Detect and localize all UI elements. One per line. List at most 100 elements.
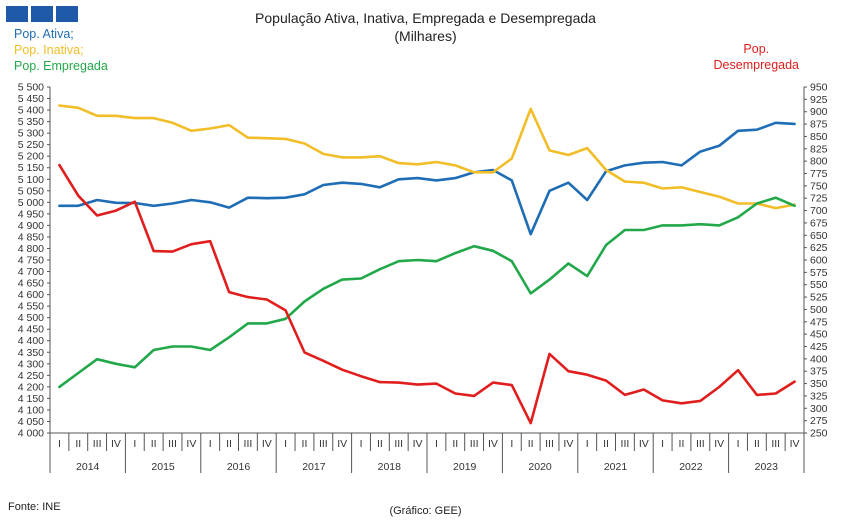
x-quarter-label: IV xyxy=(337,438,347,450)
y-left-tick-label: 4 550 xyxy=(18,301,44,313)
x-quarter-label: III xyxy=(470,438,479,450)
y-right-tick-label: 925 xyxy=(810,94,828,106)
y-right-tick-label: 600 xyxy=(810,255,828,267)
x-quarter-label: I xyxy=(284,438,287,450)
series-line xyxy=(58,196,796,389)
x-year-label: 2023 xyxy=(755,461,779,473)
y-left-tick-label: 5 450 xyxy=(18,93,44,105)
x-year-label: 2022 xyxy=(679,461,703,473)
x-quarter-label: I xyxy=(133,438,136,450)
legend-entry-ativa: Pop. Ativa; xyxy=(14,27,74,41)
x-year-label: 2016 xyxy=(227,461,251,473)
legend-right: Pop. Desempregada xyxy=(714,41,799,73)
y-left-tick-label: 4 800 xyxy=(18,243,44,255)
y-right-tick-label: 300 xyxy=(810,403,828,415)
y-left-tick-label: 4 400 xyxy=(18,335,44,347)
x-year-label: 2019 xyxy=(453,461,477,473)
x-year-label: 2014 xyxy=(76,461,100,473)
x-quarter-label: IV xyxy=(186,438,196,450)
x-quarter-label: II xyxy=(528,438,534,450)
x-quarter-label: II xyxy=(302,438,308,450)
x-quarter-label: I xyxy=(661,438,664,450)
y-right-tick-label: 425 xyxy=(810,341,828,353)
x-quarter-label: III xyxy=(168,438,177,450)
series-line xyxy=(58,163,796,425)
y-right-tick-label: 375 xyxy=(810,366,828,378)
legend-entry-empregada: Pop. Empregada xyxy=(14,59,108,73)
y-right-tick-label: 850 xyxy=(810,131,828,143)
x-quarter-label: III xyxy=(319,438,328,450)
y-left-tick-label: 4 850 xyxy=(18,231,44,243)
y-right-tick-label: 525 xyxy=(810,292,828,304)
logo-block xyxy=(31,6,53,22)
x-quarter-label: I xyxy=(586,438,589,450)
y-right-tick-label: 475 xyxy=(810,316,828,328)
series-line xyxy=(58,121,796,236)
x-quarter-label: I xyxy=(510,438,513,450)
y-right-tick-label: 875 xyxy=(810,119,828,131)
y-right-tick-label: 575 xyxy=(810,267,828,279)
y-left-tick-label: 4 600 xyxy=(18,289,44,301)
logo-block xyxy=(56,6,78,22)
x-quarter-label: IV xyxy=(413,438,423,450)
x-year-label: 2020 xyxy=(528,461,552,473)
y-left-tick-label: 5 100 xyxy=(18,174,44,186)
y-left-tick-label: 4 200 xyxy=(18,381,44,393)
y-left-tick-label: 5 300 xyxy=(18,128,44,140)
x-quarter-label: III xyxy=(244,438,253,450)
y-left-tick-label: 4 150 xyxy=(18,393,44,405)
x-quarter-label: II xyxy=(75,438,81,450)
x-quarter-label: III xyxy=(394,438,403,450)
legend-entry-desempregada-2: Desempregada xyxy=(713,58,799,72)
y-right-tick-label: 675 xyxy=(810,217,828,229)
y-right-tick-label: 775 xyxy=(810,168,828,180)
y-left-tick-label: 4 900 xyxy=(18,220,44,232)
y-left-tick-label: 5 250 xyxy=(18,139,44,151)
y-right-tick-label: 800 xyxy=(810,156,828,168)
source-note: Fonte: INE xyxy=(8,501,61,513)
x-quarter-label: II xyxy=(151,438,157,450)
x-year-label: 2021 xyxy=(604,461,628,473)
x-quarter-label: I xyxy=(737,438,740,450)
y-right-tick-label: 825 xyxy=(810,143,828,155)
y-left-tick-label: 4 250 xyxy=(18,370,44,382)
x-quarter-label: I xyxy=(435,438,438,450)
y-right-tick-label: 625 xyxy=(810,242,828,254)
y-left-tick-label: 5 150 xyxy=(18,162,44,174)
y-left-tick-label: 4 650 xyxy=(18,278,44,290)
y-right-tick-label: 400 xyxy=(810,353,828,365)
y-right-tick-label: 950 xyxy=(810,82,828,94)
x-quarter-label: II xyxy=(377,438,383,450)
credit-note: (Gráfico: GEE) xyxy=(389,505,462,517)
x-quarter-label: II xyxy=(226,438,232,450)
series-line xyxy=(58,104,796,210)
x-quarter-label: IV xyxy=(639,438,649,450)
x-quarter-label: I xyxy=(209,438,212,450)
y-left-tick-label: 4 450 xyxy=(18,324,44,336)
gee-logo xyxy=(6,6,78,22)
y-right-tick-label: 325 xyxy=(810,390,828,402)
x-year-label: 2017 xyxy=(302,461,326,473)
y-left-tick-label: 4 350 xyxy=(18,347,44,359)
x-quarter-label: IV xyxy=(790,438,800,450)
y-right-tick-label: 900 xyxy=(810,106,828,118)
x-quarter-label: II xyxy=(679,438,685,450)
x-year-label: 2015 xyxy=(151,461,175,473)
chart-subtitle: (Milhares) xyxy=(394,28,457,44)
y-right-tick-label: 725 xyxy=(810,193,828,205)
y-right-tick-label: 275 xyxy=(810,415,828,427)
x-quarter-label: II xyxy=(452,438,458,450)
x-year-label: 2018 xyxy=(378,461,402,473)
y-left-tick-label: 5 000 xyxy=(18,197,44,209)
y-left-tick-label: 5 200 xyxy=(18,151,44,163)
y-left-tick-label: 4 750 xyxy=(18,255,44,267)
y-left-tick-label: 4 050 xyxy=(18,416,44,428)
y-left-tick-label: 4 500 xyxy=(18,312,44,324)
y-right-tick-label: 450 xyxy=(810,329,828,341)
x-quarter-label: IV xyxy=(563,438,573,450)
x-quarter-label: IV xyxy=(111,438,121,450)
x-quarter-label: III xyxy=(771,438,780,450)
x-quarter-label: III xyxy=(93,438,102,450)
x-quarter-label: IV xyxy=(714,438,724,450)
